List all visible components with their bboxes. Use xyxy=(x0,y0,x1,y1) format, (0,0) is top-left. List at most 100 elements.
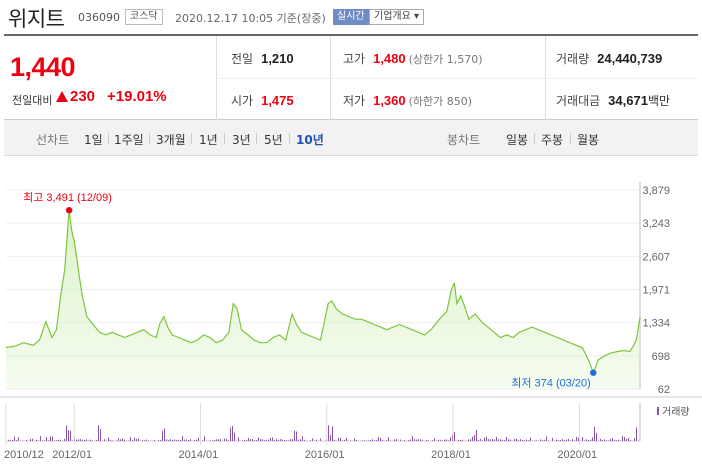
volume-bar xyxy=(622,436,623,441)
volume-bar xyxy=(510,439,511,441)
company-overview-button[interactable]: 기업개요 ▾ xyxy=(369,9,424,25)
volume-bar xyxy=(428,440,429,441)
y-tick-label: 3,243 xyxy=(642,218,670,230)
volume-bar xyxy=(316,439,317,441)
high-label: 고가 xyxy=(343,52,366,66)
volume-bar xyxy=(602,439,603,441)
volume-bar xyxy=(134,437,135,441)
x-tick-label: 2014/01 xyxy=(178,449,218,461)
volume-bar xyxy=(312,438,313,441)
volume-bar xyxy=(634,438,635,441)
volume-bar xyxy=(612,438,613,441)
volume-bar xyxy=(292,439,293,441)
trading-value-value: 34,671 xyxy=(608,93,648,108)
volume-bar xyxy=(176,439,177,441)
volume-bar xyxy=(98,425,99,441)
volume-bar xyxy=(564,440,565,441)
volume-bar xyxy=(228,440,229,441)
volume-bar xyxy=(542,440,543,441)
market-badge: 코스닥 xyxy=(125,9,163,25)
volume-bar xyxy=(280,439,281,441)
candle-weekly[interactable]: 주봉 xyxy=(541,133,564,147)
volume-bar xyxy=(426,439,427,441)
volume-bar xyxy=(244,439,245,441)
volume-bar xyxy=(108,437,109,441)
period-bar: 선차트 1일 1주일 3개월 1년 3년 5년 10년 봉차트 일봉 주봉 월봉 xyxy=(4,120,698,156)
volume-bar xyxy=(92,440,93,441)
volume-bar xyxy=(568,439,569,441)
price-line xyxy=(5,210,641,375)
volume-bar xyxy=(418,439,419,441)
volume-bar xyxy=(434,438,435,441)
volume-bar xyxy=(172,440,173,441)
volume-bar xyxy=(138,438,139,441)
candle-monthly[interactable]: 월봉 xyxy=(577,133,600,147)
volume-bar xyxy=(198,437,199,441)
period-1d[interactable]: 1일 xyxy=(84,133,103,147)
volume-bar xyxy=(180,440,181,441)
volume-bar xyxy=(234,432,235,441)
volume-bar xyxy=(50,436,51,441)
volume-bar xyxy=(592,437,593,441)
period-10y[interactable]: 10년 xyxy=(296,133,324,147)
volume-bar xyxy=(160,439,161,441)
volume-bar xyxy=(254,440,255,441)
volume-bar xyxy=(334,439,335,441)
period-3y[interactable]: 3년 xyxy=(232,133,251,147)
x-tick-label: 2018/01 xyxy=(431,449,471,461)
y-tick-label: 2,607 xyxy=(642,251,670,263)
volume-bar xyxy=(154,440,155,441)
period-3m[interactable]: 3개월 xyxy=(156,133,186,147)
volume-bar xyxy=(544,439,545,441)
volume-bar xyxy=(146,439,147,441)
volume-bar xyxy=(60,439,61,441)
volume-bar xyxy=(44,440,45,441)
volume-bar xyxy=(186,439,187,441)
volume-bar xyxy=(66,425,67,441)
volume-bar xyxy=(586,439,587,441)
volume-bar xyxy=(298,439,299,441)
open-value: 1,475 xyxy=(261,93,294,108)
volume-bar xyxy=(76,439,77,441)
volume-bar xyxy=(560,439,561,441)
volume-bar xyxy=(588,440,589,441)
volume-bar xyxy=(468,439,469,441)
current-price: 1,440 xyxy=(10,52,76,82)
volume-bar xyxy=(264,440,265,441)
volume-bar xyxy=(596,432,597,441)
volume-bar xyxy=(556,439,557,441)
volume-bar xyxy=(514,439,515,441)
volume-bar xyxy=(304,439,305,441)
price-panel: 1,440 전일대비 230 +19.01% 전일 1,210 시가 1,475 고… xyxy=(4,34,698,120)
volume-bar xyxy=(46,437,47,441)
volume-bar xyxy=(530,437,531,441)
volume-bar xyxy=(396,439,397,441)
volume-bar xyxy=(476,429,477,441)
volume-bar xyxy=(420,439,421,441)
volume-bar xyxy=(376,440,377,441)
volume-bar xyxy=(354,438,355,441)
volume-bar xyxy=(566,439,567,441)
change-percent: +19.01% xyxy=(107,88,167,105)
volume-bar xyxy=(364,440,365,441)
volume-bar xyxy=(188,439,189,441)
period-5y[interactable]: 5년 xyxy=(264,133,283,147)
separator xyxy=(224,133,225,144)
volume-bar xyxy=(12,439,13,441)
y-tick-label: 1,971 xyxy=(642,284,670,296)
volume-bar xyxy=(124,439,125,441)
volume-bar xyxy=(574,440,575,441)
volume-bar xyxy=(10,439,11,441)
volume-bar xyxy=(290,439,291,441)
volume-bar xyxy=(70,430,71,441)
volume-bar xyxy=(310,440,311,441)
volume-bar xyxy=(224,438,225,441)
volume-bar xyxy=(498,439,499,441)
period-1y[interactable]: 1년 xyxy=(199,133,218,147)
volume-bar xyxy=(374,440,375,441)
period-1w[interactable]: 1주일 xyxy=(114,133,144,147)
volume-bar xyxy=(450,437,451,441)
candle-daily[interactable]: 일봉 xyxy=(506,133,529,147)
price-area xyxy=(6,210,640,389)
